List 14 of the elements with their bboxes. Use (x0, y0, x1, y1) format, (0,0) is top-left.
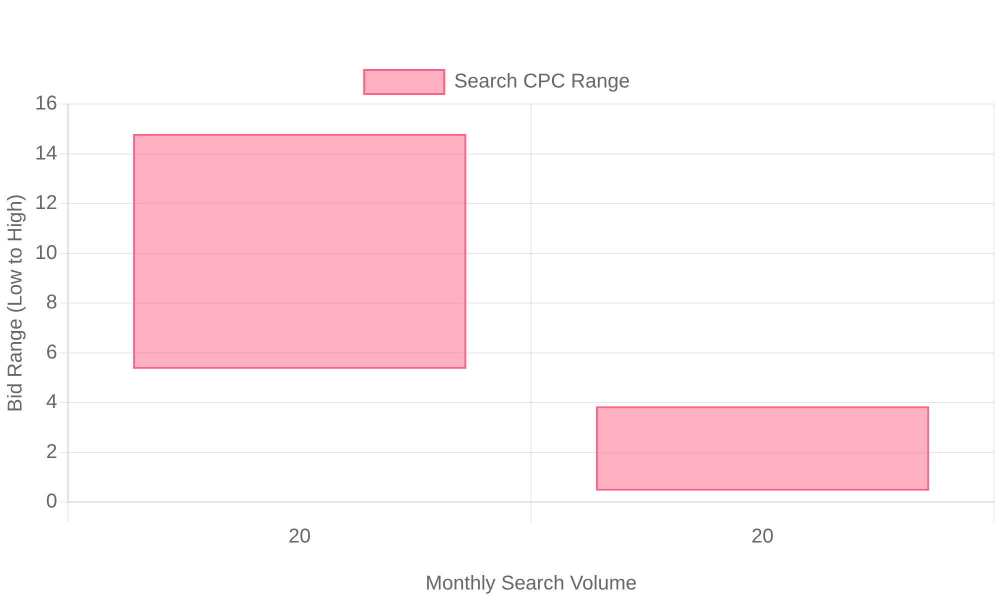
x-tick-label: 20 (751, 526, 774, 548)
x-axis-title: Monthly Search Volume (426, 572, 637, 595)
legend-label: Search CPC Range (454, 70, 630, 93)
x-tick-label: 20 (288, 526, 311, 548)
y-tick-label: 10 (34, 242, 58, 264)
y-tick-label: 8 (46, 292, 58, 314)
y-tick-label: 6 (46, 341, 58, 364)
y-tick-label: 14 (34, 142, 58, 164)
y-axis-title: Bid Range (Low to High) (4, 194, 27, 412)
y-tick-label: 2 (46, 440, 58, 463)
y-tick-label: 0 (46, 490, 58, 513)
y-tick-label: 12 (34, 192, 58, 214)
y-tick-label: 16 (34, 92, 58, 115)
y-tick-label: 4 (46, 391, 58, 414)
